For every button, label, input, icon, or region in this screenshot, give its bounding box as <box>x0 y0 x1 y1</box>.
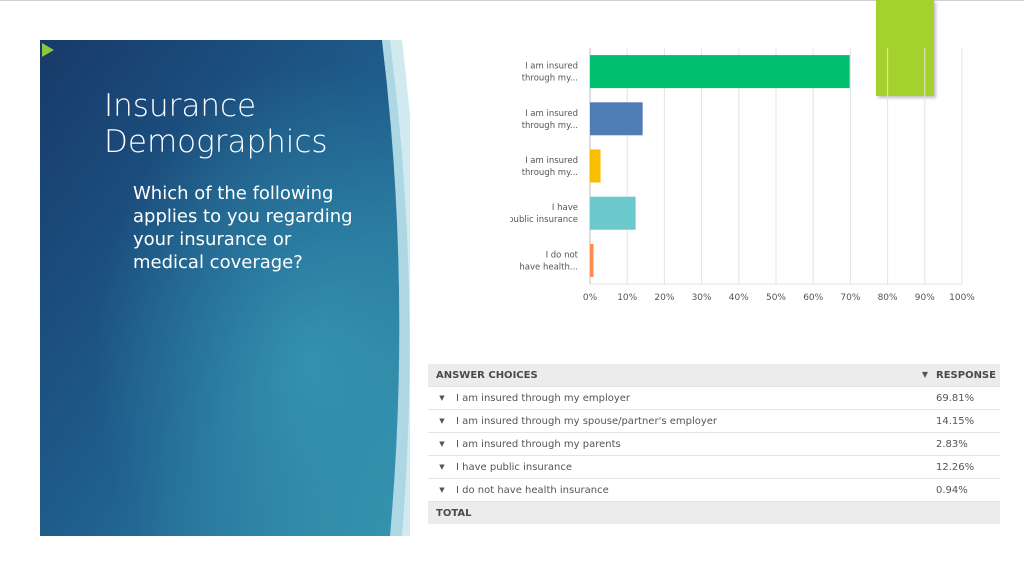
answer-choice: I am insured through my employer <box>456 386 936 410</box>
table-row: ▼ I do not have health insurance 0.94% <box>428 478 1000 502</box>
table-row: ▼ I am insured through my spouse/partner… <box>428 409 1000 433</box>
x-tick-label: 90% <box>915 293 935 303</box>
answer-choice: I do not have health insurance <box>456 478 936 502</box>
chart-category-labels: I am insured through my... I am insured thr… <box>510 62 579 273</box>
bar[interactable] <box>590 149 601 183</box>
category-label: I am insured through my... <box>522 156 578 178</box>
answer-choices-header-label: ANSWER CHOICES <box>436 369 538 381</box>
answer-response: 14.15% <box>936 409 1000 433</box>
bar-chart: I am insured through my... I am insured thr… <box>510 48 975 303</box>
x-tick-label: 100% <box>949 293 975 303</box>
answer-choice: I am insured through my spouse/partner's… <box>456 409 936 433</box>
answer-choice: I am insured through my parents <box>456 432 936 456</box>
x-tick-label: 50% <box>766 293 786 303</box>
answer-response: 69.81% <box>936 386 1000 410</box>
category-label: I have public insurance <box>510 203 578 225</box>
table-row: ▼ I have public insurance 12.26% <box>428 455 1000 479</box>
bullet-question: Which of the following applies to you re… <box>133 183 353 273</box>
table-total-row: TOTAL <box>428 501 1000 524</box>
x-tick-label: 40% <box>729 293 749 303</box>
caret-down-icon[interactable]: ▼ <box>428 478 456 502</box>
category-label: I am insured through my... <box>522 109 578 131</box>
answer-table: ANSWER CHOICES ▼ RESPONSE ▼ I am insured… <box>428 364 1000 524</box>
bar[interactable] <box>590 55 850 89</box>
panel-background <box>40 40 410 536</box>
triangle-right-icon <box>42 43 54 57</box>
chart-tick-labels: 0% 10% 20% 30% 40% 50% 60% 70% 80% 90% 100% <box>583 293 975 303</box>
x-tick-label: 70% <box>840 293 860 303</box>
caret-down-icon[interactable]: ▼ <box>428 432 456 456</box>
total-label: TOTAL <box>428 501 1000 524</box>
chart-bars <box>590 55 850 277</box>
slide-title: Insurance Demographics <box>104 88 328 160</box>
table-header-row: ANSWER CHOICES ▼ RESPONSE <box>428 364 1000 387</box>
x-tick-label: 80% <box>878 293 898 303</box>
x-tick-label: 20% <box>654 293 674 303</box>
answer-choice: I have public insurance <box>456 455 936 479</box>
responses-header[interactable]: RESPONSE <box>936 364 1000 387</box>
caret-down-icon[interactable]: ▼ <box>921 369 928 379</box>
table-row: ▼ I am insured through my employer 69.81… <box>428 386 1000 410</box>
x-tick-label: 0% <box>583 293 598 303</box>
top-border-line <box>0 0 1024 1</box>
bar[interactable] <box>590 243 594 277</box>
x-tick-label: 30% <box>692 293 712 303</box>
answer-response: 0.94% <box>936 478 1000 502</box>
bar[interactable] <box>590 196 636 230</box>
caret-down-icon[interactable]: ▼ <box>428 409 456 433</box>
category-label: I am insured through my... <box>522 62 578 84</box>
x-tick-label: 10% <box>617 293 637 303</box>
answer-response: 12.26% <box>936 455 1000 479</box>
x-tick-label: 60% <box>803 293 823 303</box>
caret-down-icon[interactable]: ▼ <box>428 455 456 479</box>
answer-choices-header[interactable]: ANSWER CHOICES ▼ <box>428 364 936 387</box>
answer-response: 2.83% <box>936 432 1000 456</box>
table-row: ▼ I am insured through my parents 2.83% <box>428 432 1000 456</box>
category-label: I do not have health... <box>519 250 578 272</box>
title-panel: Insurance Demographics Which of the foll… <box>40 40 410 536</box>
bar[interactable] <box>590 102 643 136</box>
caret-down-icon[interactable]: ▼ <box>428 386 456 410</box>
